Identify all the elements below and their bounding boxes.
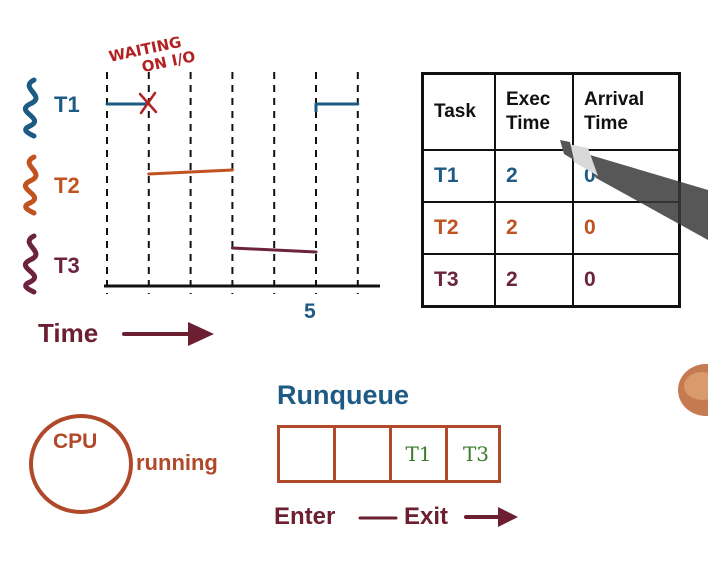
cpu-label: CPU (53, 430, 98, 453)
t1-squiggle (22, 77, 39, 139)
cell-exec: 2 (494, 253, 574, 308)
table-header-row: Task Exec Time Arrival Time (421, 72, 681, 151)
segment-t2-2 (147, 168, 234, 176)
timeline-gridlines (106, 72, 359, 294)
thread-label-t2: T2 (54, 173, 80, 198)
runqueue-slot: T1 (392, 428, 448, 480)
enter-exit-dash (358, 516, 398, 520)
runqueue-box: T1 T3 (277, 425, 501, 483)
pen-icon (560, 140, 708, 240)
thread-label-t1: T1 (54, 92, 80, 117)
thread-label-t3: T3 (54, 253, 80, 278)
header-task: Task (421, 72, 496, 151)
task-table: Task Exec Time Arrival Time T1 2 0 T2 2 … (421, 72, 681, 308)
runqueue-slot (280, 428, 336, 480)
segment-t3-3 (230, 246, 318, 254)
timeline-segments (105, 102, 360, 254)
cpu-status: running (136, 450, 218, 475)
cell-task: T3 (421, 253, 496, 308)
exit-label: Exit (404, 503, 449, 530)
t3-squiggle (22, 233, 39, 295)
cell-task: T1 (421, 149, 496, 203)
tick-label-5: 5 (304, 300, 316, 323)
thread-squiggles (22, 77, 39, 295)
x-mark (138, 91, 158, 115)
t2-squiggle (22, 154, 39, 216)
cpu-circle (29, 414, 133, 514)
header-exec-time: Exec Time (494, 72, 574, 151)
runqueue-slot (336, 428, 392, 480)
runqueue-title: Runqueue (277, 380, 409, 410)
enter-label: Enter (274, 503, 336, 530)
hand-icon (678, 364, 708, 416)
exit-arrow-icon (464, 507, 518, 527)
table-row: T3 2 0 (421, 253, 681, 308)
runqueue-slot: T3 (462, 442, 490, 466)
time-arrow-icon (122, 322, 214, 346)
time-axis-label: Time (38, 318, 99, 348)
cell-task: T2 (421, 201, 496, 255)
timeline-diagram (104, 72, 380, 294)
cell-arrival: 0 (572, 253, 681, 308)
cell-exec: 2 (494, 149, 574, 203)
header-arrival-time: Arrival Time (572, 72, 681, 151)
cell-exec: 2 (494, 201, 574, 255)
